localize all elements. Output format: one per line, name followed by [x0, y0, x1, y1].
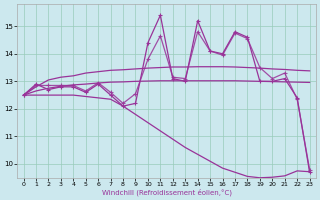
X-axis label: Windchill (Refroidissement éolien,°C): Windchill (Refroidissement éolien,°C)	[101, 188, 232, 196]
